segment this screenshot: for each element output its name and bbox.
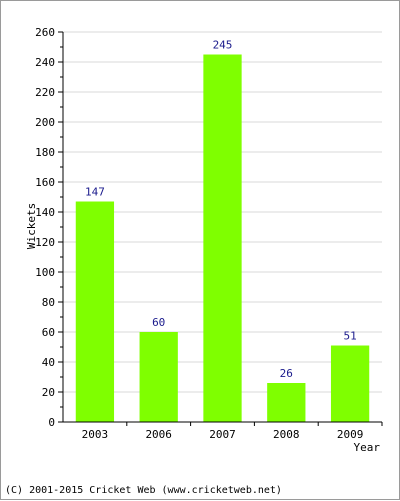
- y-tick-label: 180: [35, 146, 55, 159]
- axes: [58, 31, 383, 426]
- y-tick-label: 140: [35, 206, 55, 219]
- bar: [330, 345, 370, 422]
- y-tick-label: 60: [42, 326, 55, 339]
- copyright-footer: (C) 2001-2015 Cricket Web (www.cricketwe…: [5, 485, 282, 496]
- y-axis-title: Wickets: [25, 203, 38, 249]
- y-tick-label: 80: [42, 296, 55, 309]
- data-label: 60: [152, 316, 165, 329]
- y-tick-label: 100: [35, 266, 55, 279]
- y-tick-label: 0: [48, 416, 55, 429]
- y-tick-label: 200: [35, 116, 55, 129]
- y-tick-label: 260: [35, 26, 55, 39]
- y-tick-label: 40: [42, 356, 55, 369]
- x-tick-label: 2009: [337, 428, 364, 441]
- x-tick-label: 2007: [209, 428, 236, 441]
- y-tick-label: 240: [35, 56, 55, 69]
- bar: [139, 332, 178, 422]
- x-axis-title: Year: [354, 441, 381, 454]
- x-tick-label: 2003: [82, 428, 109, 441]
- bars: [75, 54, 370, 422]
- x-tick-label: 2006: [145, 428, 172, 441]
- bar: [267, 383, 306, 422]
- y-tick-label: 20: [42, 386, 55, 399]
- data-label: 245: [213, 39, 233, 52]
- data-label: 26: [280, 367, 293, 380]
- y-tick-label: 220: [35, 86, 55, 99]
- y-tick-label: 160: [35, 176, 55, 189]
- bar: [203, 54, 242, 422]
- data-label: 51: [343, 330, 356, 343]
- labels: 0 20 40 60 80 100 120 140 160 180 200 220 240 260 147 2…: [35, 26, 363, 441]
- x-tick-label: 2008: [273, 428, 300, 441]
- bar: [75, 201, 115, 422]
- y-tick-label: 120: [35, 236, 55, 249]
- data-label: 147: [85, 186, 105, 199]
